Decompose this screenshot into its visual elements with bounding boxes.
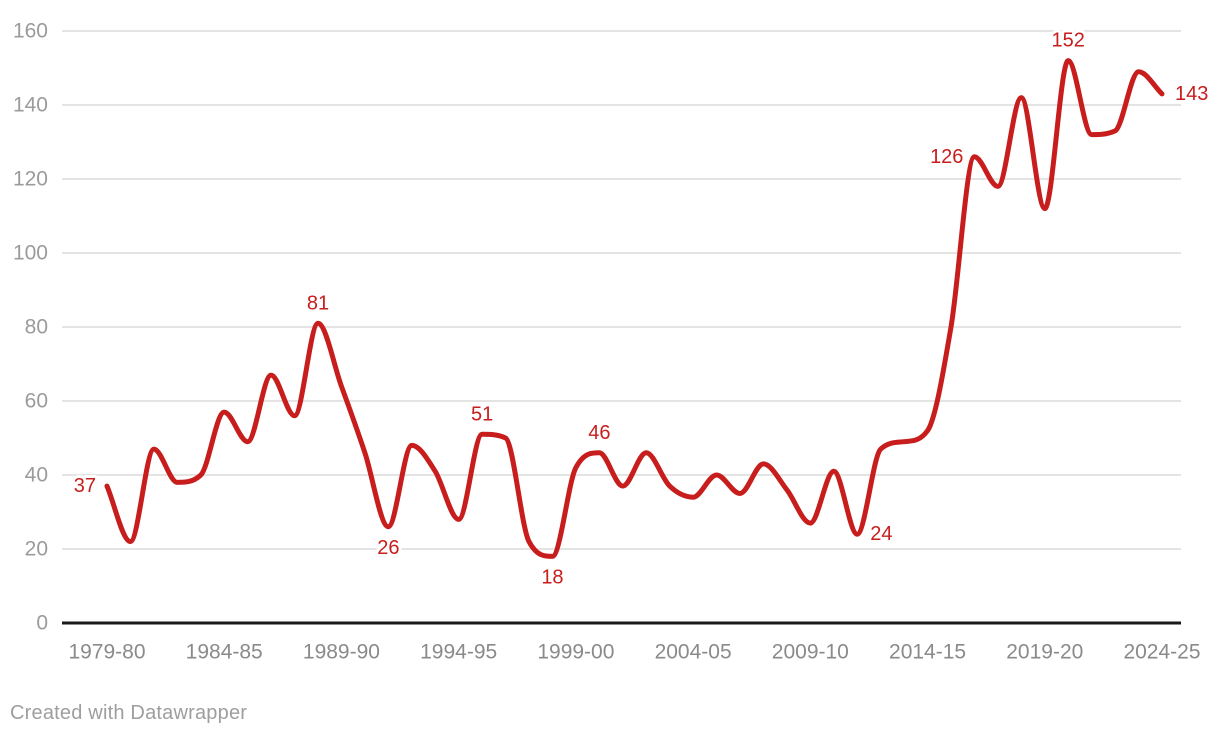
x-tick-label-1999-00: 1999-00 xyxy=(537,641,614,664)
x-tick-label-1994-95: 1994-95 xyxy=(420,641,497,664)
y-tick-label-40: 40 xyxy=(25,464,48,487)
y-tick-label-160: 160 xyxy=(13,20,48,43)
point-label-18: 18 xyxy=(541,566,563,588)
point-label-37: 37 xyxy=(74,475,96,497)
datawrapper-credit-link[interactable]: Created with Datawrapper xyxy=(10,702,248,724)
x-tick-label-1979-80: 1979-80 xyxy=(68,641,145,664)
x-tick-label-2019-20: 2019-20 xyxy=(1006,641,1083,664)
point-label-81: 81 xyxy=(307,292,329,314)
point-label-24: 24 xyxy=(870,523,892,545)
point-label-51: 51 xyxy=(471,403,493,425)
x-tick-label-2014-15: 2014-15 xyxy=(889,641,966,664)
point-label-152: 152 xyxy=(1052,30,1085,52)
y-tick-label-0: 0 xyxy=(36,612,48,635)
point-label-46: 46 xyxy=(588,422,610,444)
point-label-143: 143 xyxy=(1175,83,1208,105)
y-tick-label-60: 60 xyxy=(25,390,48,413)
y-tick-label-80: 80 xyxy=(25,316,48,339)
x-tick-label-2009-10: 2009-10 xyxy=(772,641,849,664)
x-tick-label-2004-05: 2004-05 xyxy=(655,641,732,664)
point-label-26: 26 xyxy=(377,537,399,559)
y-tick-label-120: 120 xyxy=(13,168,48,191)
x-tick-label-1989-90: 1989-90 xyxy=(303,641,380,664)
x-tick-label-2024-25: 2024-25 xyxy=(1123,641,1200,664)
point-label-126: 126 xyxy=(930,146,963,168)
x-tick-label-1984-85: 1984-85 xyxy=(186,641,263,664)
data-series-line xyxy=(104,58,1165,559)
y-tick-label-100: 100 xyxy=(13,242,48,265)
y-tick-label-20: 20 xyxy=(25,538,48,561)
y-tick-label-140: 140 xyxy=(13,94,48,117)
